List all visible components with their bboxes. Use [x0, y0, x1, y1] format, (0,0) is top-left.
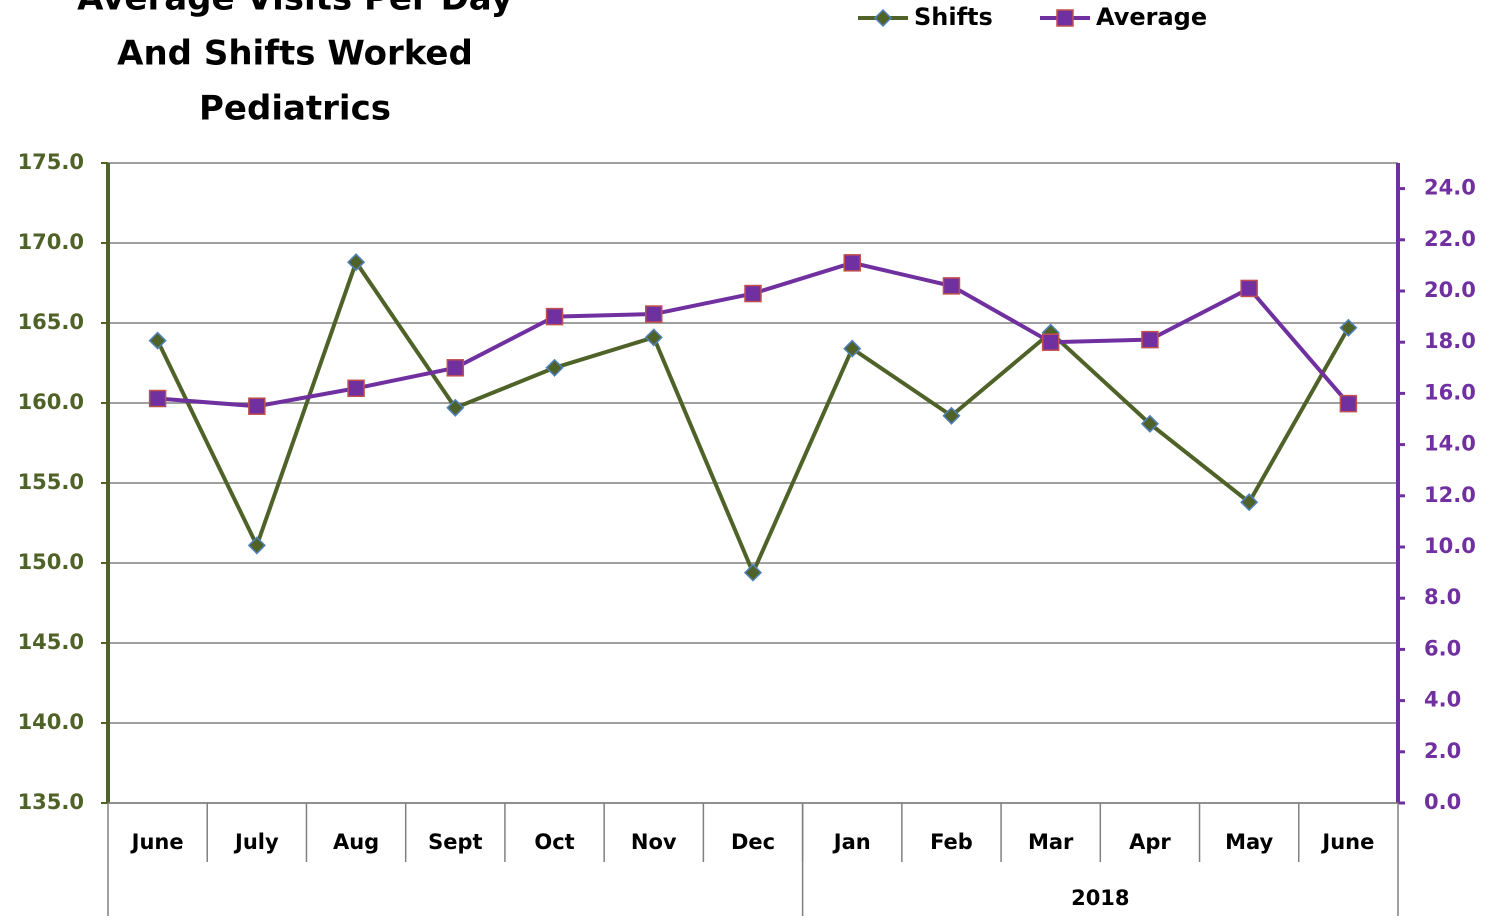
point-marker	[545, 358, 564, 377]
x-tick-label: May	[1225, 830, 1273, 854]
x-tick-label: Jan	[832, 830, 871, 854]
point-marker	[347, 253, 366, 272]
x-tick-label: Dec	[731, 830, 775, 854]
point-marker	[1339, 394, 1358, 413]
y2-tick-label: 20.0	[1424, 278, 1476, 302]
y2-tick-label: 10.0	[1424, 534, 1476, 558]
x-tick-label: Feb	[930, 830, 973, 854]
legend-marker	[873, 8, 893, 28]
y2-tick-label: 8.0	[1424, 585, 1461, 609]
chart-title: Average Visits Per Day	[77, 0, 513, 19]
x-tick-label: Aug	[333, 830, 379, 854]
point-marker	[1240, 493, 1259, 512]
x-tick-label: Nov	[631, 830, 677, 854]
y-tick-label: 160.0	[18, 390, 84, 414]
y2-tick-label: 2.0	[1424, 739, 1461, 763]
x-tick-label: Oct	[534, 830, 574, 854]
chart-title: And Shifts Worked	[117, 34, 473, 74]
point-marker	[743, 563, 763, 582]
y2-tick-label: 14.0	[1424, 432, 1476, 456]
point-marker	[1041, 333, 1060, 351]
y-tick-label: 140.0	[18, 710, 84, 734]
y-tick-label: 165.0	[18, 310, 84, 334]
y2-tick-label: 16.0	[1424, 380, 1476, 404]
point-marker	[1240, 279, 1258, 298]
x-tick-label: July	[233, 830, 279, 854]
point-marker	[545, 307, 564, 326]
legend-marker	[1056, 9, 1074, 27]
chart-title: Pediatrics	[199, 89, 391, 129]
y2-tick-label: 24.0	[1424, 176, 1476, 200]
point-marker	[247, 536, 266, 555]
point-marker	[1141, 330, 1159, 349]
y2-tick-label: 4.0	[1424, 688, 1461, 712]
group-label: 2018	[1071, 886, 1129, 910]
point-marker	[347, 379, 365, 398]
y-tick-label: 175.0	[18, 150, 84, 174]
legend-label: Average	[1096, 3, 1207, 31]
point-marker	[843, 339, 862, 358]
point-marker	[1339, 318, 1358, 337]
legend-label: Shifts	[914, 3, 993, 31]
y-tick-label: 135.0	[18, 790, 84, 814]
x-tick-label: June	[1320, 830, 1374, 854]
point-marker	[645, 305, 663, 323]
point-marker	[446, 359, 465, 377]
point-marker	[942, 277, 961, 295]
y-tick-label: 155.0	[18, 470, 84, 494]
x-tick-label: Apr	[1129, 830, 1171, 854]
y2-tick-label: 0.0	[1424, 790, 1461, 814]
y-tick-label: 150.0	[18, 550, 84, 574]
y-tick-label: 145.0	[18, 630, 84, 654]
point-marker	[744, 284, 762, 303]
y2-tick-label: 18.0	[1424, 329, 1476, 353]
point-marker	[248, 397, 266, 415]
point-marker	[1140, 414, 1159, 433]
point-marker	[942, 406, 961, 425]
y2-tick-label: 12.0	[1424, 483, 1476, 507]
point-marker	[843, 254, 861, 272]
y-tick-label: 170.0	[18, 230, 84, 254]
x-tick-label: June	[130, 830, 184, 854]
point-marker	[148, 331, 167, 350]
point-marker	[644, 328, 663, 347]
y2-tick-label: 6.0	[1424, 636, 1461, 660]
y2-tick-label: 22.0	[1424, 227, 1476, 251]
x-tick-label: Mar	[1028, 830, 1074, 854]
point-marker	[446, 398, 465, 417]
point-marker	[148, 389, 167, 408]
x-tick-label: Sept	[428, 830, 482, 854]
